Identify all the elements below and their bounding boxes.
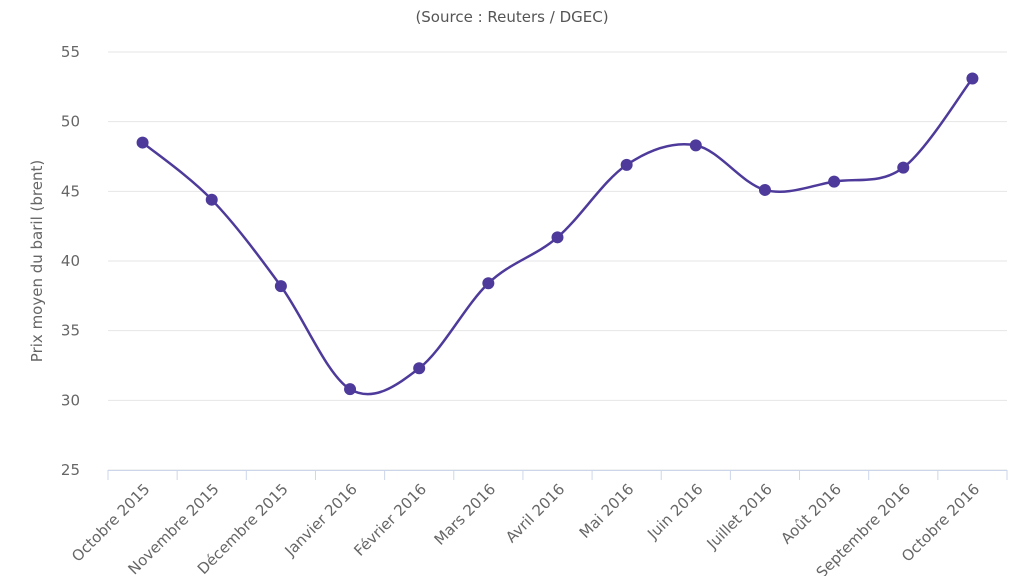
point-marker [344, 383, 357, 396]
x-tick-label: Janvier 2016 [281, 480, 361, 560]
y-tick-label: 50 [61, 113, 80, 131]
point-marker [620, 158, 633, 171]
y-tick-label: 35 [61, 322, 80, 340]
point-marker [689, 139, 702, 152]
point-marker [551, 231, 564, 244]
point-marker [413, 362, 426, 375]
y-tick-label: 55 [61, 43, 80, 61]
point-marker [758, 183, 771, 196]
x-tick-label: Février 2016 [350, 480, 430, 560]
point-marker [136, 136, 149, 149]
y-axis-label: Prix moyen du baril (brent) [28, 160, 46, 362]
y-tick-label: 45 [61, 182, 80, 200]
y-tick-label: 25 [61, 461, 80, 479]
x-tick-label: Mars 2016 [431, 480, 500, 549]
y-tick-label: 40 [61, 252, 80, 270]
point-marker [897, 161, 910, 174]
point-marker [966, 72, 979, 85]
x-tick-label: Juin 2016 [643, 480, 706, 543]
x-tick-label: Juillet 2016 [703, 480, 776, 553]
point-marker [482, 277, 495, 290]
point-marker [205, 193, 218, 206]
point-marker [828, 175, 841, 188]
x-tick-label: Avril 2016 [502, 480, 568, 546]
x-tick-label: Mai 2016 [576, 480, 638, 542]
chart-subtitle: (Source : Reuters / DGEC) [415, 8, 608, 26]
y-tick-label: 30 [61, 391, 80, 409]
x-tick-label: Août 2016 [777, 480, 845, 548]
point-marker [274, 280, 287, 293]
